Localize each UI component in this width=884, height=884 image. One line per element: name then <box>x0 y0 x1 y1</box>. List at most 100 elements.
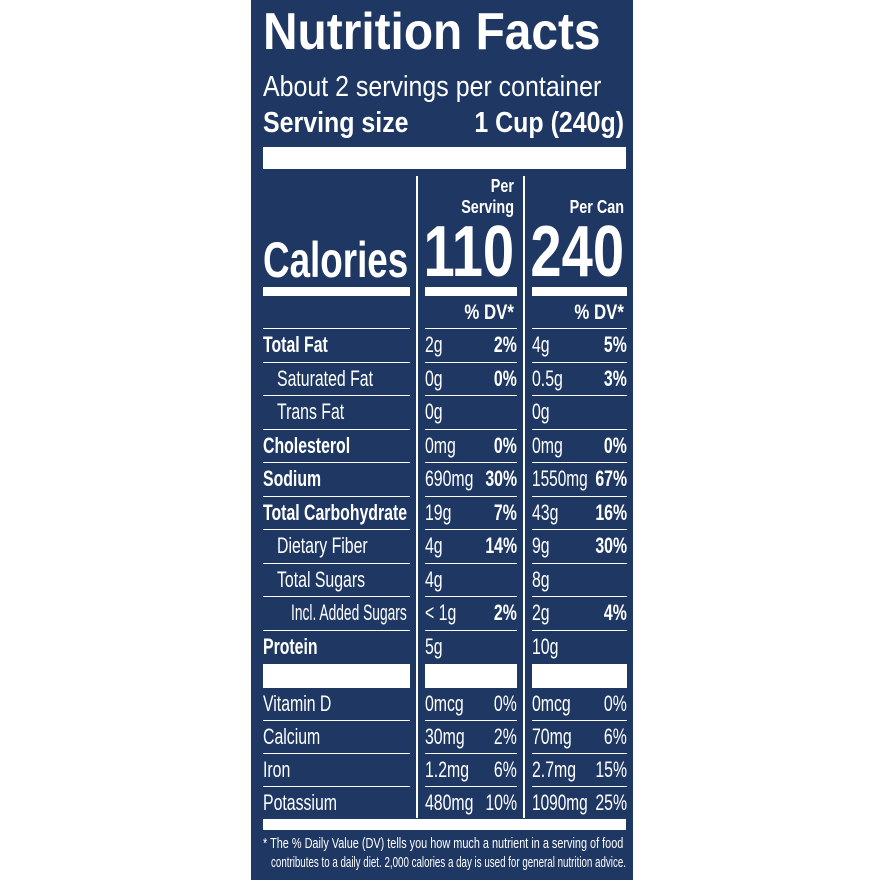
col1-header-line1: Per <box>490 176 514 196</box>
col2-amount: 10g <box>532 633 559 659</box>
nutrient-row: Dietary Fiber 4g 14% 9g 30% <box>251 529 633 562</box>
col1-amount: < 1g <box>425 600 457 625</box>
col2-cell: 0.5g 3% <box>532 361 627 395</box>
col1-amount: 30mg <box>425 724 465 749</box>
title-text: Nutrition Facts <box>263 3 601 61</box>
vitamin-row: Calcium 30mg 2% 70mg 6% <box>251 720 633 753</box>
footnote-line1: * The % Daily Value (DV) tells you how m… <box>263 835 624 852</box>
calories-label-text: Calories <box>263 232 409 288</box>
nutrient-name-cell: Potassium <box>263 786 410 819</box>
nutrient-name: Total Sugars <box>277 566 366 592</box>
col2-cell: 10g <box>532 629 627 663</box>
col2-amount: 8g <box>532 566 550 592</box>
col2-calories: 240 <box>504 216 624 288</box>
calories-bar-col1 <box>425 287 517 296</box>
col2-calories-text: 240 <box>530 212 624 292</box>
col1-amount: 0mg <box>425 432 456 458</box>
calories-bar-label <box>263 287 410 296</box>
col1-header-line2: Serving <box>461 197 514 217</box>
col1-cell: 2g 2% <box>425 328 517 361</box>
col2-dv: 25% <box>595 790 627 815</box>
col2-cell: 43g 16% <box>532 495 627 529</box>
nutrient-name: Saturated Fat <box>277 365 373 391</box>
col2-cell: 0mcg 0% <box>532 687 627 720</box>
nutrient-row: Total Carbohydrate 19g 7% 43g 16% <box>251 495 633 529</box>
servings-text: About 2 servings per container <box>263 71 602 103</box>
nutrient-row: Incl. Added Sugars < 1g 2% 2g 4% <box>251 596 633 629</box>
col2-amount: 1550mg <box>532 466 588 491</box>
col2-amount: 0g <box>532 399 550 424</box>
vitamin-divider-col2 <box>532 664 627 688</box>
column-divider-2 <box>523 176 525 818</box>
col1-amount: 690mg <box>425 466 474 491</box>
col2-header-text: Per Can <box>569 197 624 217</box>
col1-cell: < 1g 2% <box>425 596 517 629</box>
vitamin-divider-label <box>263 664 410 688</box>
col1-dv: 7% <box>494 499 517 525</box>
nutrient-name-cell: Incl. Added Sugars <box>263 596 410 629</box>
col1-dv: 2% <box>494 600 517 625</box>
vitamin-row: Iron 1.2mg 6% 2.7mg 15% <box>251 753 633 786</box>
col2-cell: 8g <box>532 562 627 596</box>
col1-cell: 480mg 10% <box>425 786 517 819</box>
col2-dv: 6% <box>604 724 627 749</box>
col1-amount: 19g <box>425 499 452 525</box>
col2-dv: 15% <box>595 757 627 782</box>
nutrient-name: Dietary Fiber <box>277 533 368 558</box>
calories-label: Calories <box>263 232 460 288</box>
col1-amount: 0mcg <box>425 691 464 716</box>
nutrient-name: Calcium <box>263 724 321 749</box>
nutrient-name: Vitamin D <box>263 691 332 716</box>
col2-header: Per Can <box>556 197 624 218</box>
col1-header: Per Serving <box>448 176 514 218</box>
col1-cell: 4g <box>425 562 517 596</box>
col1-dv: 2% <box>494 724 517 749</box>
col2-dv-header: % DV* <box>562 298 624 328</box>
column-divider-1 <box>416 176 418 818</box>
col2-amount: 0mcg <box>532 691 571 716</box>
col1-cell: 5g <box>425 629 517 663</box>
nutrient-row: Total Sugars 4g 8g <box>251 562 633 596</box>
col1-amount: 0g <box>425 399 443 424</box>
col1-dv: 14% <box>485 533 517 558</box>
col2-dv: 67% <box>595 466 627 491</box>
col1-dv: 0% <box>494 691 517 716</box>
col1-cell: 0g 0% <box>425 361 517 395</box>
nutrient-row: Total Fat 2g 2% 4g 5% <box>251 328 633 361</box>
nutrient-name: Protein <box>263 633 318 659</box>
col2-cell: 1090mg 25% <box>532 786 627 819</box>
col1-dv-header-text: % DV* <box>464 301 514 324</box>
col1-dv: 0% <box>494 365 517 391</box>
col2-dv: 0% <box>604 691 627 716</box>
col1-dv-header: % DV* <box>452 298 514 328</box>
col2-cell: 2g 4% <box>532 596 627 629</box>
nutrient-name-cell: Saturated Fat <box>263 361 410 395</box>
nutrient-name-cell: Total Sugars <box>263 562 410 596</box>
col1-dv: 10% <box>485 790 517 815</box>
col2-amount: 43g <box>532 499 559 525</box>
nutrient-row: Sodium 690mg 30% 1550mg 67% <box>251 462 633 495</box>
serving-size-value-text: 1 Cup (240g) <box>474 107 624 139</box>
servings-per-container: About 2 servings per container <box>263 70 656 104</box>
col1-cell: 19g 7% <box>425 495 517 529</box>
serving-size-value: 1 Cup (240g) <box>450 106 624 140</box>
nutrient-name-cell: Calcium <box>263 720 410 753</box>
nutrient-row: Protein 5g 10g <box>251 629 633 663</box>
col1-cell: 4g 14% <box>425 529 517 562</box>
vitamin-row: Potassium 480mg 10% 1090mg 25% <box>251 786 633 819</box>
nutrient-row: Saturated Fat 0g 0% 0.5g 3% <box>251 361 633 395</box>
col2-dv: 5% <box>604 332 627 357</box>
title: Nutrition Facts <box>263 2 630 62</box>
col2-cell: 1550mg 67% <box>532 462 627 495</box>
col2-amount: 0mg <box>532 432 563 458</box>
nutrient-name-cell: Protein <box>263 629 410 663</box>
col1-cell: 690mg 30% <box>425 462 517 495</box>
col1-calories: 110 <box>398 216 514 288</box>
col2-amount: 2.7mg <box>532 757 577 782</box>
nutrient-name: Potassium <box>263 790 337 815</box>
col2-cell: 9g 30% <box>532 529 627 562</box>
col2-dv: 30% <box>595 533 627 558</box>
col1-dv: 6% <box>494 757 517 782</box>
serving-size-label-text: Serving size <box>263 107 409 139</box>
vitamin-row: Vitamin D 0mcg 0% 0mcg 0% <box>251 687 633 720</box>
